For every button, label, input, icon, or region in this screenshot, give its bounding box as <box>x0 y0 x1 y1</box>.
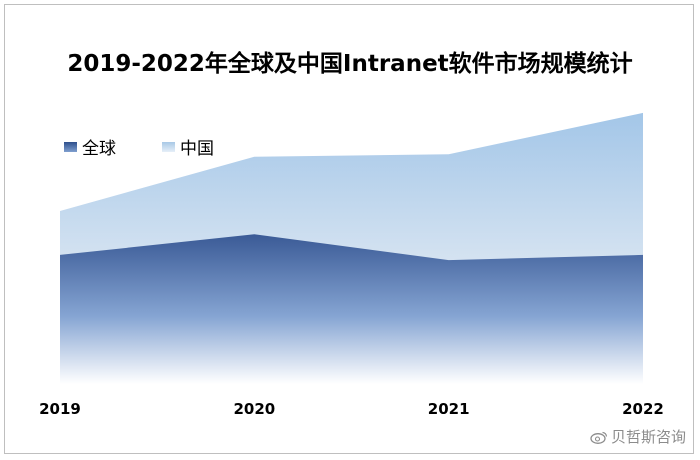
watermark: 贝哲斯咨询 <box>590 426 686 447</box>
legend-label-global: 全球 <box>82 139 116 159</box>
legend-item-china: 中国 <box>162 134 214 159</box>
watermark-text: 贝哲斯咨询 <box>610 428 686 446</box>
x-tick-label: 2022 <box>622 400 664 418</box>
chart-legend: 全球 中国 <box>64 134 260 159</box>
legend-item-global: 全球 <box>64 134 116 159</box>
chart-title: 2019-2022年全球及中国Intranet软件市场规模统计 <box>67 51 633 77</box>
legend-swatch-china <box>162 141 175 152</box>
weibo-icon <box>590 431 608 444</box>
legend-label-china: 中国 <box>180 139 214 159</box>
x-tick-label: 2019 <box>39 400 81 418</box>
x-tick-label: 2020 <box>233 400 275 418</box>
area-series-global <box>60 234 643 384</box>
x-tick-label: 2021 <box>428 400 470 418</box>
legend-swatch-global <box>64 141 77 152</box>
